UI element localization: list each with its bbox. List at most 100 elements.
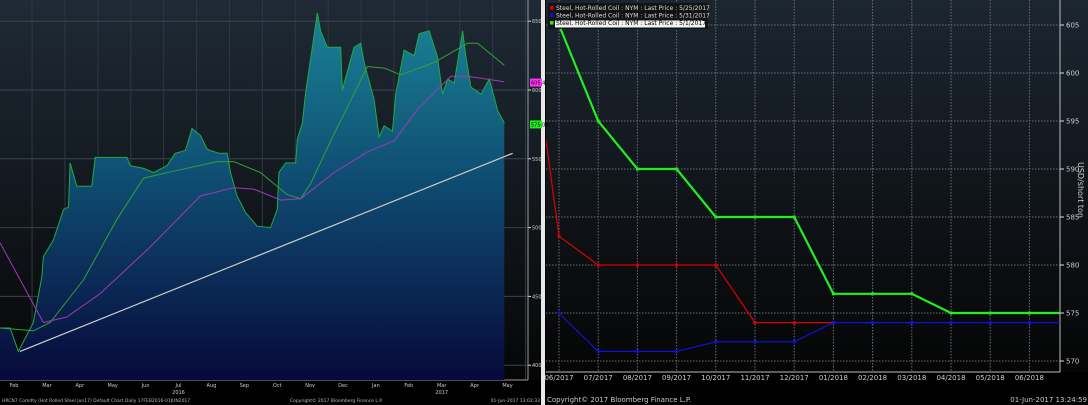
data-point [753,321,757,325]
chart-title: HRCN7 Comdty (Hot Rolled Steel Jun17) De… [2,398,190,404]
x-tick-label: 06/2017 [544,374,573,382]
last-value-tag [530,78,542,87]
data-point [871,321,875,325]
series-line-price [0,12,505,353]
data-point [714,340,718,344]
x-tick-label: Feb [404,383,413,389]
price-area [0,12,505,381]
last-value-tag [530,120,542,129]
data-point [831,321,835,325]
y-tick-label: 550 [532,157,542,163]
y-tick-label: 575 [1066,310,1079,318]
series-line-2 [557,24,1060,315]
x-tick-label: 06/2018 [1015,374,1044,382]
y-axis-label: USD/short ton [1076,162,1085,218]
data-point [871,292,875,296]
data-point [596,263,600,267]
x-tick-label: Apr [75,383,85,389]
data-point [753,215,757,219]
timestamp: 01-Jun-2017 13:24:59 [1010,396,1087,404]
data-point [635,349,639,353]
legend-swatch [550,21,554,25]
x-tick-label: Nov [305,383,315,389]
data-point [1027,311,1031,315]
x-tick-label: Aug [207,383,217,389]
data-point [714,215,718,219]
x-tick-label: May [502,383,512,389]
series-line-moving-average-short- [0,42,505,332]
legend-swatch [550,13,554,17]
x-tick-label: Jun [141,383,150,389]
series-group [546,23,1060,353]
year-label: 2016 [172,390,185,396]
copyright: Copyright© 2017 Bloomberg Finance L.P. [547,396,691,404]
last-value-tag-label: 605.4 [531,81,545,87]
x-tick-label: 04/2018 [936,374,965,382]
data-point [988,321,992,325]
x-tick-label: 07/2017 [584,374,613,382]
data-point [635,167,639,171]
data-point [949,311,953,315]
last-value-tag-label: 575.00 [531,122,549,128]
x-tick-label: 03/2018 [897,374,926,382]
copyright: Copyright© 2017 Bloomberg Finance L.P. [290,397,383,404]
x-tick-label: Jul [174,383,181,389]
legend-entry: Steel, Hot-Rolled Coil : NYM : Last Pric… [556,13,710,20]
series-line-moving-average-long- [0,75,505,324]
x-tick-label: Dec [338,383,348,389]
x-tick-label: Apr [470,383,480,389]
data-point [675,349,679,353]
x-tick-label: 05/2018 [976,374,1005,382]
x-tick-label: 09/2017 [662,374,691,382]
y-tick-label: 595 [1066,118,1079,126]
data-point [988,311,992,315]
data-point [1027,321,1031,325]
x-tick-label: Mar [42,383,52,389]
year-label: 2017 [435,390,448,396]
data-point [910,292,914,296]
x-tick-label: 11/2017 [740,374,769,382]
x-tick-label: 08/2017 [623,374,652,382]
series-line-trendline [19,152,513,352]
y-tick-label: 400 [532,363,542,369]
data-point [596,349,600,353]
x-tick-label: 12/2017 [780,374,809,382]
y-tick-label: 600 [532,88,542,94]
y-tick-label: 500 [532,226,542,232]
data-point [714,263,718,267]
x-tick-label: Jan [371,383,380,389]
y-tick-label: 590 [1066,166,1079,174]
data-point [792,340,796,344]
y-tick-label: 450 [532,294,542,300]
data-point [753,340,757,344]
right-plot-background [546,0,1088,372]
timestamp: 01-Jun-2017 13:02:33 [491,398,540,404]
y-tick-label: 605 [1066,22,1079,30]
data-point [949,321,953,325]
data-point [675,263,679,267]
legend-swatch [550,6,554,10]
data-point [910,321,914,325]
data-point [675,167,679,171]
x-tick-label: Sep [240,383,249,389]
data-point [557,311,561,315]
data-point [831,292,835,296]
data-point [635,263,639,267]
x-tick-label: Feb [10,383,19,389]
data-point [596,119,600,123]
data-point [792,321,796,325]
data-point [792,215,796,219]
y-tick-label: 580 [1066,262,1079,270]
x-tick-label: May [108,383,118,389]
legend-entry: Steel, Hot-Rolled Coil : NYM : Last Pric… [556,20,706,27]
y-tick-label: 570 [1066,358,1079,366]
y-tick-label: 585 [1066,214,1079,222]
x-tick-label: 10/2017 [701,374,730,382]
legend-highlight [555,20,705,28]
y-tick-label: 650 [532,19,542,25]
y-tick-label: 600 [1066,70,1079,78]
x-tick-label: Oct [273,383,282,389]
panel-divider [541,0,545,405]
x-tick-label: 02/2018 [858,374,887,382]
